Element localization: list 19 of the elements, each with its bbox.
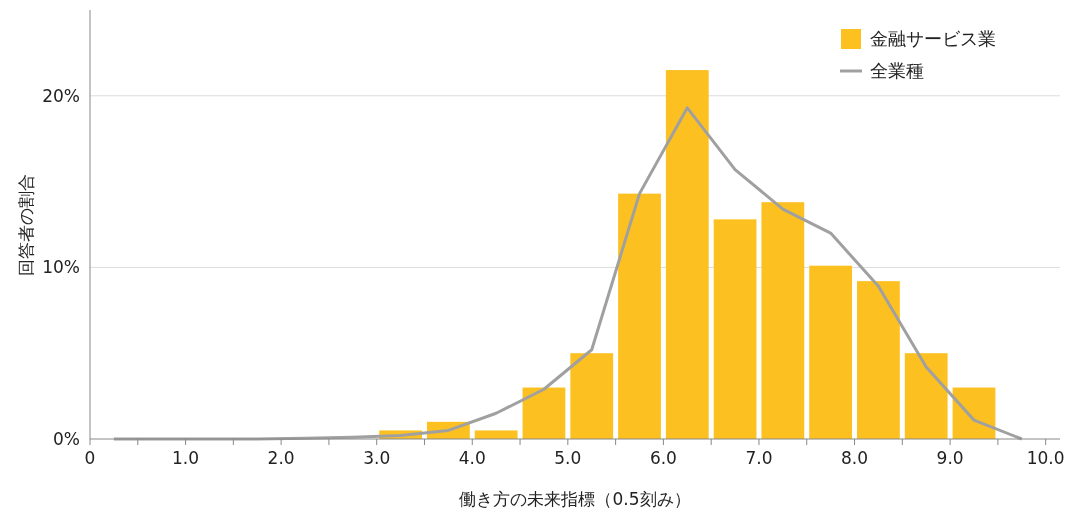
y-tick-label: 0% xyxy=(53,429,80,449)
x-tick-label: 8.0 xyxy=(841,448,869,468)
line-series xyxy=(112,106,1024,441)
y-tick-label: 20% xyxy=(42,85,80,106)
x-tick-label: 3.0 xyxy=(363,448,391,468)
x-tick-label: 7.0 xyxy=(745,448,773,468)
x-tick-label: 4.0 xyxy=(458,448,486,468)
x-tick-label: 2.0 xyxy=(267,448,295,468)
x-tick-label: 9.0 xyxy=(936,448,964,468)
legend-label: 金融サービス業 xyxy=(870,28,996,49)
x-tick-label: 10.0 xyxy=(1026,448,1065,468)
legend-label: 全業種 xyxy=(870,60,924,81)
x-tick-label: 5.0 xyxy=(554,448,582,468)
x-tick-label: 0 xyxy=(84,448,96,468)
x-axis-title: 働き方の未来指標（0.5刻み） xyxy=(459,489,691,509)
x-tick-label: 1.0 xyxy=(172,448,200,468)
y-axis-title: 回答者の割合 xyxy=(16,173,36,276)
y-tick-label: 10% xyxy=(42,257,80,278)
x-tick-label: 6.0 xyxy=(649,448,677,468)
